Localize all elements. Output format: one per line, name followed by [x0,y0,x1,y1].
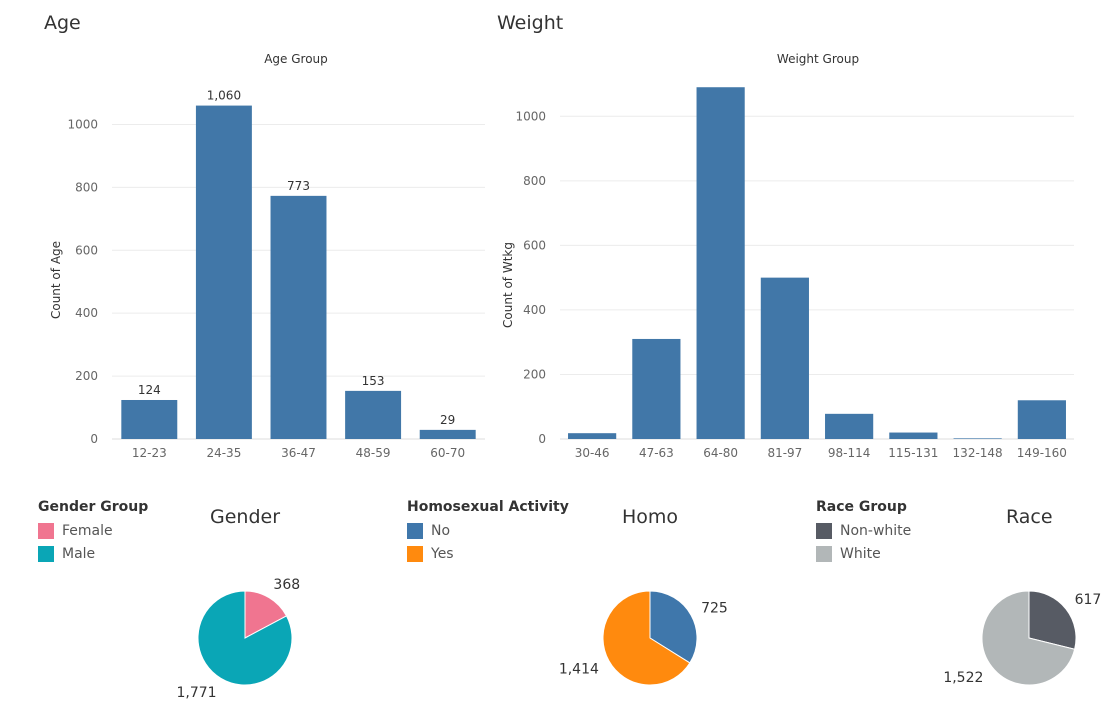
weight-bar-chart: Weight Group Count of Wtkg 30-46 47-63 64-… [501,52,1074,460]
y-tick-label: 600 [523,238,546,252]
legend-swatch [38,545,54,562]
legend-title: Race Group [816,499,907,515]
x-tick-label: 64-80 [703,446,738,460]
bar [1017,400,1066,439]
legend-label: Female [62,522,113,539]
y-tick-label: 600 [75,243,98,257]
pie-value-label: 1,522 [943,670,983,686]
legend-label: No [431,522,451,539]
data-label: 29 [440,413,455,427]
bar [270,195,327,439]
pie-slice [197,590,293,686]
pie-slice [602,590,691,686]
legend-item-no[interactable]: No [407,519,569,542]
bar [760,277,809,439]
weight-sheet-title: Weight [497,12,564,34]
y-tick-label: 400 [75,306,98,320]
y-tick-label: 0 [90,432,98,446]
data-label: 124 [138,383,161,397]
bar [568,433,617,439]
x-tick-label: 149-160 [1017,446,1067,460]
homo-pie-title: Homo [622,506,679,528]
x-tick-label: 81-97 [767,446,802,460]
legend-swatch [816,545,832,562]
y-tick-label: 1000 [515,109,546,123]
bar [632,338,681,439]
x-tick-label: 48-59 [356,446,391,460]
y-axis-label: Count of Wtkg [501,242,515,328]
x-tick-label: 115-131 [888,446,938,460]
chart-title: Weight Group [777,52,859,66]
age-bar-chart: Age Group Count of Age 1241,06077315329 … [49,52,485,460]
pie-value-label: 725 [701,600,728,616]
bar [953,438,1002,439]
pie-slice [1028,590,1077,650]
legend-label: White [840,545,881,562]
homo-legend: Homosexual Activity No Yes [407,499,569,565]
gender-pie-title: Gender [210,506,281,528]
x-tick-label: 36-47 [281,446,316,460]
legend-item-female[interactable]: Female [38,519,148,542]
y-tick-label: 800 [523,174,546,188]
legend-label: Yes [431,545,454,562]
race-pie-chart: 617 1,522 [943,590,1102,686]
legend-label: Non-white [840,522,912,539]
y-axis-label: Count of Age [49,241,63,319]
x-tick-label: 60-70 [430,446,465,460]
age-sheet-title: Age [44,12,81,34]
legend-item-male[interactable]: Male [38,542,148,565]
y-tick-label: 800 [75,180,98,194]
homo-pie-chart: 725 1,414 [560,590,728,686]
bar [195,105,252,439]
bar [121,399,178,439]
y-tick-label: 200 [523,367,546,381]
chart-title: Age Group [264,52,328,66]
legend-swatch [407,522,423,539]
x-tick-label: 12-23 [132,446,167,460]
pie-value-label: 1,414 [560,662,599,678]
pie-value-label: 1,771 [176,685,216,701]
x-tick-label: 132-148 [953,446,1003,460]
y-tick-label: 1000 [67,117,98,131]
legend-swatch [816,522,832,539]
legend-item-non-white[interactable]: Non-white [816,519,911,542]
legend-title: Gender Group [38,499,149,515]
legend-swatch [407,545,423,562]
bar [419,429,476,439]
bar [889,432,938,439]
bar [825,413,874,439]
race-pie-title: Race [1006,506,1053,528]
bar [696,87,745,440]
legend-item-yes[interactable]: Yes [407,542,569,565]
gender-pie-chart: 368 1,771 [176,577,300,701]
race-legend: Race Group Non-white White [816,499,911,565]
data-label: 773 [287,179,310,193]
bar [345,390,402,439]
pie-value-label: 368 [273,577,300,593]
pie-slice [981,590,1076,686]
legend-label: Male [62,545,96,562]
gender-legend: Gender Group Female Male [38,499,148,565]
y-tick-label: 400 [523,303,546,317]
pie-slice [244,590,288,639]
x-tick-label: 30-46 [575,446,610,460]
x-tick-label: 24-35 [206,446,241,460]
x-tick-label: 47-63 [639,446,674,460]
legend-swatch [38,522,54,539]
legend-item-white[interactable]: White [816,542,911,565]
x-tick-label: 98-114 [828,446,871,460]
legend-title: Homosexual Activity [407,499,569,515]
pie-value-label: 617 [1075,592,1102,608]
y-tick-label: 0 [538,432,546,446]
data-label: 1,060 [207,89,241,103]
y-tick-label: 200 [75,369,98,383]
data-label: 153 [362,374,385,388]
